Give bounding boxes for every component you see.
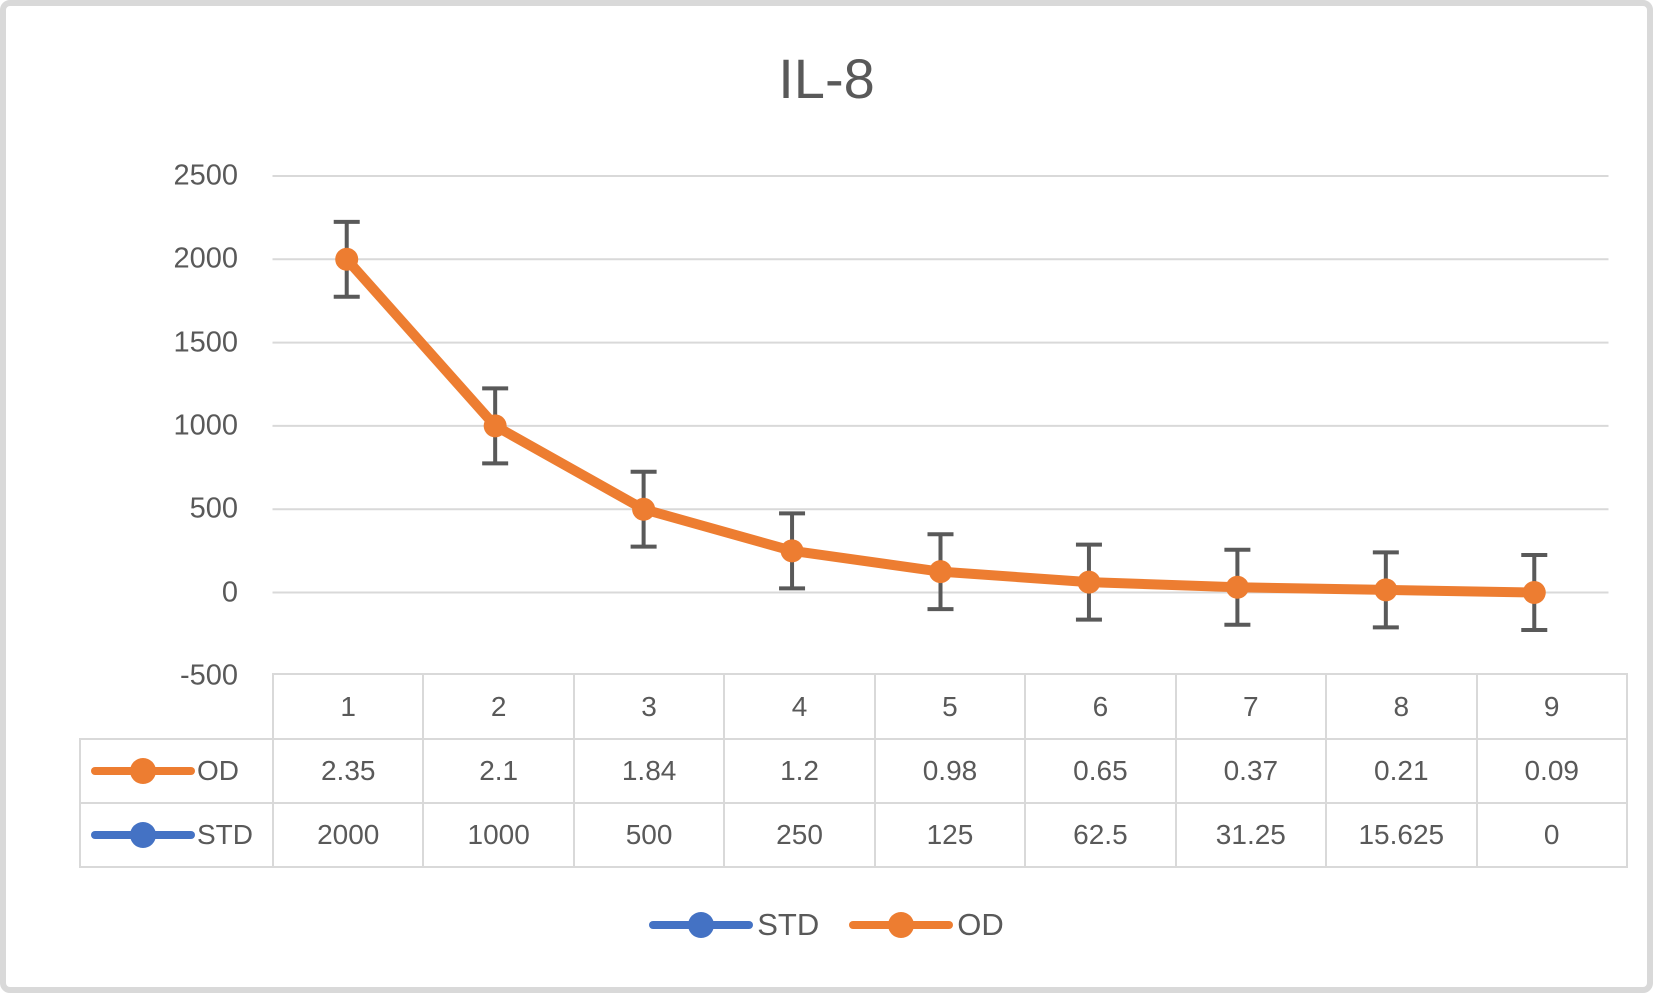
series-marker-od bbox=[929, 560, 952, 584]
series-marker-od bbox=[335, 247, 359, 271]
legend-item-od: OD bbox=[849, 907, 1004, 943]
series-key-cell-std: STD bbox=[79, 802, 274, 868]
table-value-cell: 62.5 bbox=[1024, 802, 1177, 868]
y-axis-tick-label: 0 bbox=[221, 576, 238, 608]
y-axis-tick-label: 500 bbox=[189, 492, 238, 525]
chart-legend: STD OD bbox=[6, 907, 1647, 943]
y-axis-tick-label: -500 bbox=[179, 659, 238, 692]
category-header-cell: 9 bbox=[1475, 673, 1628, 740]
y-axis-tick-label: 1500 bbox=[173, 326, 238, 359]
legend-key-icon bbox=[91, 758, 195, 784]
table-value-cell: 0.21 bbox=[1325, 738, 1478, 804]
table-value-cell: 15.625 bbox=[1325, 802, 1478, 868]
series-marker-od bbox=[1225, 575, 1249, 599]
data-table: 1 2 3 4 5 6 7 8 9 OD 2.35 2.1 1.84 1.2 0.98 0.65 0.37 0.2… bbox=[79, 673, 1628, 868]
series-key-cell-od: OD bbox=[79, 738, 274, 804]
legend-key-icon bbox=[91, 822, 195, 848]
legend-key-icon bbox=[849, 912, 954, 938]
legend-key-icon bbox=[649, 912, 754, 938]
table-value-cell: 1.2 bbox=[723, 738, 876, 804]
table-value-cell: 0.37 bbox=[1174, 738, 1328, 804]
category-header-cell: 8 bbox=[1325, 673, 1478, 740]
table-value-cell: 31.25 bbox=[1174, 802, 1328, 868]
y-axis-tick-label: 1000 bbox=[173, 409, 238, 442]
table-value-cell: 500 bbox=[572, 802, 726, 868]
plot-area bbox=[272, 175, 1609, 632]
table-value-cell: 0.09 bbox=[1475, 738, 1628, 804]
table-corner-cell bbox=[80, 674, 273, 739]
table-value-cell: 1000 bbox=[422, 802, 575, 868]
y-axis-tick-label: 2000 bbox=[173, 242, 238, 275]
legend-label: STD bbox=[757, 907, 820, 942]
category-header-cell: 6 bbox=[1024, 673, 1177, 740]
table-value-cell: 0.98 bbox=[873, 738, 1027, 804]
series-marker-od bbox=[1374, 578, 1398, 602]
series-name-label: OD bbox=[197, 755, 239, 786]
table-value-cell: 1.84 bbox=[572, 738, 726, 804]
category-header-cell: 3 bbox=[572, 673, 726, 740]
series-marker-od bbox=[1522, 581, 1546, 604]
legend-item-std: STD bbox=[649, 907, 819, 943]
category-header-cell: 5 bbox=[873, 673, 1027, 740]
category-header-cell: 7 bbox=[1174, 673, 1328, 740]
series-name-label: STD bbox=[197, 819, 253, 850]
y-axis-tick-label: 2500 bbox=[173, 159, 238, 192]
table-value-cell: 2000 bbox=[271, 802, 425, 868]
table-value-cell: 2.35 bbox=[271, 738, 425, 804]
chart-title: IL-8 bbox=[778, 47, 875, 110]
table-value-cell: 0 bbox=[1475, 802, 1628, 868]
category-header-cell: 4 bbox=[723, 673, 876, 740]
series-marker-od bbox=[780, 539, 804, 563]
table-value-cell: 0.65 bbox=[1024, 738, 1177, 804]
series-marker-od bbox=[483, 414, 507, 438]
table-value-cell: 125 bbox=[873, 802, 1027, 868]
legend-label: OD bbox=[957, 907, 1004, 942]
category-header-cell: 2 bbox=[422, 673, 575, 740]
series-marker-od bbox=[632, 497, 656, 521]
table-value-cell: 250 bbox=[723, 802, 876, 868]
table-value-cell: 2.1 bbox=[422, 738, 575, 804]
category-header-cell: 1 bbox=[271, 673, 425, 740]
series-marker-od bbox=[1077, 570, 1101, 594]
